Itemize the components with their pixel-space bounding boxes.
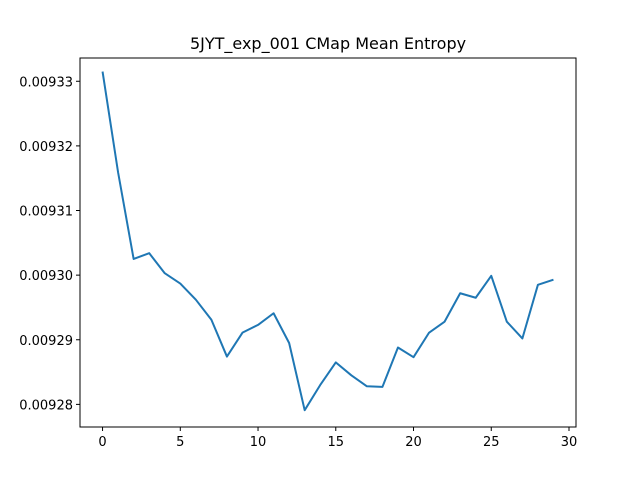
x-tick-label: 30 (561, 435, 578, 450)
y-tick-label: 0.00929 (19, 334, 73, 349)
x-tick-label: 20 (405, 435, 422, 450)
x-tick-label: 25 (483, 435, 500, 450)
x-axis: 0 5 10 15 20 25 30 (98, 427, 577, 450)
y-tick-label: 0.00928 (19, 398, 73, 413)
x-tick-label: 5 (176, 435, 184, 450)
plot-area (79, 57, 577, 428)
x-tick-label: 15 (328, 435, 345, 450)
series-line-0 (101, 71, 554, 412)
y-tick-label: 0.00933 (19, 75, 73, 90)
y-tick-label: 0.00931 (19, 205, 73, 220)
x-tick-label: 10 (250, 435, 267, 450)
y-tick-label: 0.00930 (19, 269, 73, 284)
x-tick-label: 0 (98, 435, 106, 450)
plot-frame (79, 57, 577, 428)
y-axis: 0.00928 0.00929 0.00930 0.00931 0.00932 0.009… (19, 75, 80, 413)
y-tick-label: 0.00932 (19, 140, 73, 155)
chart-title: 5JYT_exp_001 CMap Mean Entropy (190, 34, 466, 54)
